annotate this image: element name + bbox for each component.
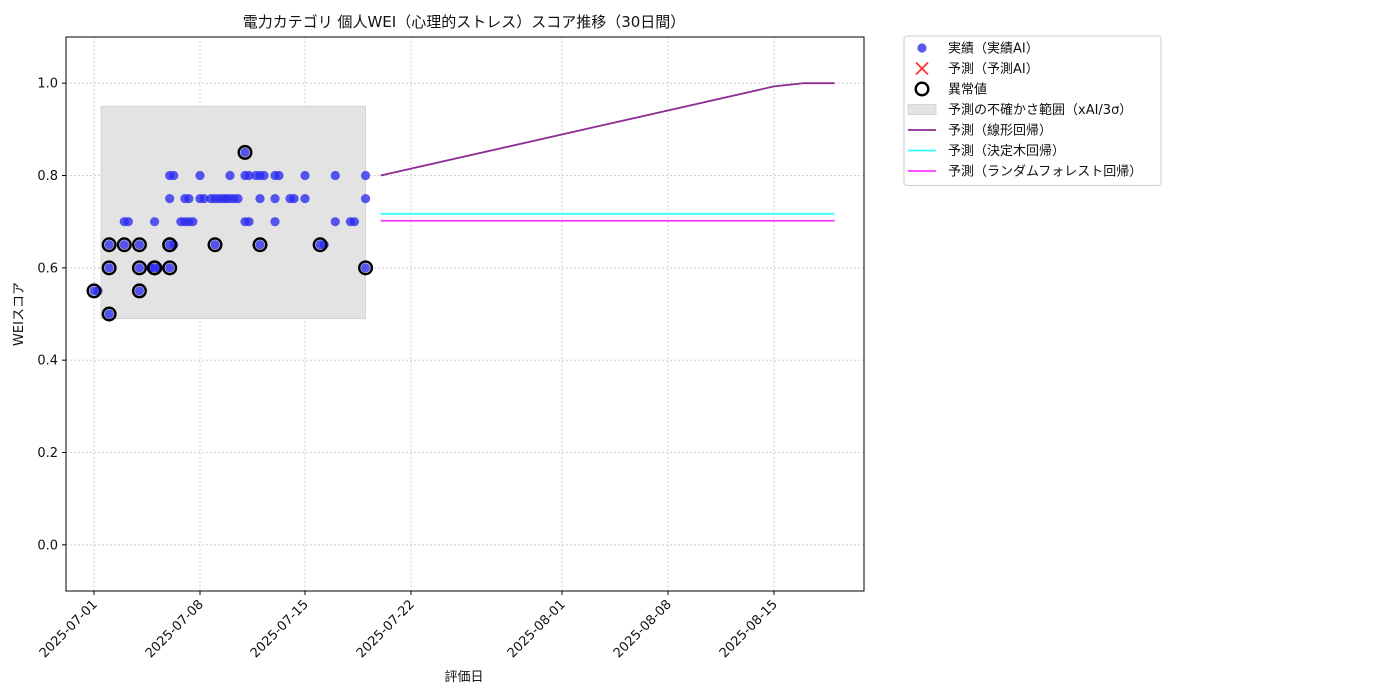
anomaly-marker [86,283,102,299]
x-tick-label: 2025-07-08 [143,597,207,661]
actual-point [104,240,114,250]
legend-box-marker [907,104,937,115]
anomaly-marker [252,237,268,253]
y-tick-label: 0.4 [37,354,58,369]
y-tick-label: 1.0 [37,77,58,92]
actual-point [123,217,133,227]
actual-point [360,170,371,181]
x-tick-label: 2025-07-15 [248,597,312,661]
actual-point [104,263,114,273]
y-tick-label: 0.8 [37,169,58,184]
y-tick-label: 0.6 [37,261,58,276]
actual-point [134,286,145,296]
actual-point [330,170,340,181]
anomaly-marker [101,237,117,253]
legend-label: 予測（線形回帰） [948,123,1052,139]
actual-point [255,193,265,204]
actual-point [165,193,175,204]
actual-point [330,217,340,227]
anomaly-marker [147,260,163,276]
legend-label: 予測の不確かさ範囲（xAI/3σ） [948,102,1132,118]
linear-regression-line [380,82,835,177]
actual-point [300,193,310,204]
actual-point [134,263,145,273]
x-tick-label: 2025-07-01 [37,597,101,661]
anomaly-marker [162,260,178,276]
actual-point [149,217,160,227]
actual-point [134,240,145,250]
actual-point [349,217,360,227]
actual-point [244,217,254,227]
legend-label: 予測（決定木回帰） [948,143,1065,159]
chart-title: 電力カテゴリ 個人WEI（心理的ストレス）スコア推移（30日間） [243,13,686,31]
anomaly-marker [116,237,132,253]
x-tick-label: 2025-08-15 [717,597,781,661]
x-tick-label: 2025-07-22 [354,597,418,661]
plot-frame [65,36,865,592]
actual-point [195,170,205,181]
x-tick-label: 2025-08-08 [611,597,675,661]
actual-point [184,193,194,204]
anomaly-marker [131,283,147,299]
legend-dot-marker [917,43,927,53]
anomaly-marker [237,144,253,160]
actual-point [210,240,220,250]
legend-box [903,35,1162,186]
actual-point [165,263,175,273]
actual-point [119,240,129,250]
actual-point [270,193,280,204]
actual-point [274,170,284,181]
actual-point [233,193,243,204]
legend-label: 予測（予測AI） [948,62,1039,77]
actual-point [289,193,299,204]
anomaly-marker [312,237,328,253]
y-tick-label: 0.2 [37,446,58,461]
anomaly-marker [162,237,178,253]
anomaly-marker [131,260,147,276]
x-axis-title: 評価日 [444,670,483,685]
actual-point [244,170,254,181]
actual-point [104,309,114,319]
uncertainty-band [100,105,366,320]
plot-area: 0.0 0.2 0.4 0.6 0.8 1.0 2025-07-01 2025-07-08 20… [37,36,865,661]
actual-point [206,193,216,204]
anomaly-marker [101,306,117,322]
actual-point [360,263,371,273]
anomaly-marker [131,237,147,253]
anomaly-marker [101,260,117,276]
actual-point [360,193,371,204]
legend-cross-stroke [915,61,929,76]
legend-cross-marker [915,61,929,76]
actual-point [270,217,280,227]
legend-ring-marker [914,81,930,97]
actual-point [188,217,198,227]
anomaly-marker [358,260,374,276]
actual-point [251,170,261,181]
y-tick-label: 0.0 [37,538,58,553]
actual-point [225,170,235,181]
actual-point [240,147,250,158]
actual-point [300,170,310,181]
y-axis-title: WEIスコア [12,282,27,346]
legend-label: 予測（ランダムフォレスト回帰） [948,164,1142,180]
actual-point [221,193,231,204]
actual-point [169,170,179,181]
x-tick-label: 2025-08-01 [505,597,569,661]
actual-point [176,217,186,227]
legend-label: 異常値 [948,82,987,98]
actual-point [259,170,269,181]
legend-label: 実績（実績AI） [948,41,1039,57]
actual-point [255,240,265,250]
actual-point [199,193,209,204]
anomaly-marker [207,237,223,253]
